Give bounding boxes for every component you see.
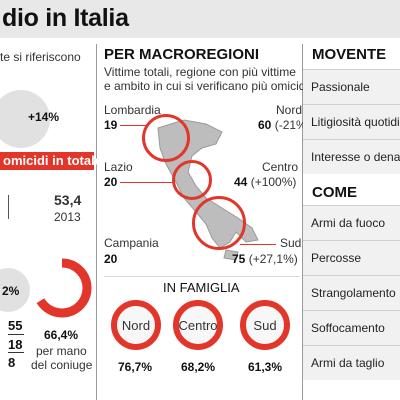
total-homicides-banner: omicidi in totale [0, 152, 102, 170]
family-nord-label: Nord [121, 318, 151, 333]
region-sud-values: 75 (+27,1%) [232, 252, 298, 266]
come-row: Armi da taglio [303, 345, 400, 380]
region-centro-change: (+100%) [250, 175, 297, 189]
family-sud-ring [240, 300, 290, 350]
sud-connector [240, 244, 276, 245]
increase-value: +14% [28, 110, 60, 124]
movente-row: Interesse o denar [303, 139, 400, 174]
family-sud-pct: 61,3% [248, 360, 283, 374]
column-divider-left [96, 44, 97, 400]
region-lazio-value: 20 [104, 175, 118, 189]
family-centro-label: Centro [178, 318, 218, 333]
movente-item: Interesse o denar [311, 150, 400, 164]
spouse-label-1: per mano [36, 344, 87, 358]
macroregions-subtitle-2: e ambito in cui si verificano più omicid… [104, 79, 309, 93]
region-nord-label: Nord [276, 103, 303, 117]
page-title: dio in Italia [2, 4, 129, 32]
fraction-b: 8 [8, 355, 16, 370]
value-2013: 53,4 [54, 192, 82, 208]
come-item: Strangolamento [311, 286, 396, 300]
movente-heading: MOVENTE [312, 46, 387, 63]
lombardia-connector [120, 125, 146, 126]
movente-item: Litigiosità quotidi [311, 115, 400, 129]
fraction-a: 18 [8, 337, 23, 352]
come-item: Armi da taglio [311, 356, 385, 370]
lazio-connector [120, 182, 174, 183]
come-item: Soffocamento [311, 321, 385, 335]
come-heading: COME [312, 184, 357, 201]
family-centro-ring [173, 300, 223, 350]
movente-row: Passionale [303, 69, 400, 104]
family-centro-pct: 68,2% [181, 360, 216, 374]
come-row: Strangolamento [303, 275, 400, 310]
region-campania-value: 20 [104, 252, 118, 266]
region-campania-label: Campania [104, 236, 159, 250]
region-centro-value: 44 [234, 175, 248, 189]
come-row: Armi da fuoco [303, 205, 400, 240]
spouse-label-2: del coniuge [31, 358, 93, 372]
come-item: Percosse [311, 251, 362, 265]
movente-item: Passionale [311, 80, 370, 94]
macroregions-heading: PER MACROREGIONI [104, 46, 260, 63]
region-lombardia-label: Lombardia [104, 103, 161, 117]
column-divider-right [302, 44, 303, 400]
spouse-pct: 66,4% [44, 328, 79, 342]
family-nord-pct: 76,7% [118, 360, 153, 374]
region-centro-values: 44 (+100%) [234, 175, 296, 189]
title-bar [0, 0, 400, 38]
come-item: Armi da fuoco [311, 216, 386, 230]
partial-pct: 2% [2, 284, 20, 298]
region-nord-change: (-21%) [274, 118, 311, 132]
fraction-line [8, 334, 24, 335]
axis-tick [8, 195, 9, 219]
region-nord-values: 60 (-21%) [258, 118, 311, 132]
region-lazio-label: Lazio [104, 160, 133, 174]
spouse-donut-chart [32, 258, 92, 318]
region-sud-change: (+27,1%) [248, 252, 298, 266]
campania-circle [192, 196, 246, 250]
increase-circle [0, 90, 50, 148]
macroregions-subtitle-1: Vittime totali, regione con più vittime [104, 65, 296, 79]
region-nord-value: 60 [258, 118, 272, 132]
family-divider [104, 276, 300, 277]
fraction-line-2 [8, 352, 24, 353]
region-lombardia-value: 19 [104, 118, 118, 132]
come-row: Percosse [303, 240, 400, 275]
come-row: Soffocamento [303, 310, 400, 345]
lazio-circle [172, 160, 212, 200]
intro-text: te si riferiscono [0, 50, 81, 64]
family-sud-label: Sud [253, 318, 277, 333]
lombardia-circle [142, 114, 190, 162]
family-heading: IN FAMIGLIA [163, 280, 240, 295]
family-nord-ring [111, 300, 161, 350]
region-sud-label: Sud [280, 236, 302, 250]
year-2013: 2013 [54, 210, 81, 224]
region-centro-label: Centro [262, 160, 299, 174]
region-sud-value: 75 [232, 252, 246, 266]
movente-row: Litigiosità quotidi [303, 104, 400, 139]
fraction-top: 55 [8, 318, 23, 333]
